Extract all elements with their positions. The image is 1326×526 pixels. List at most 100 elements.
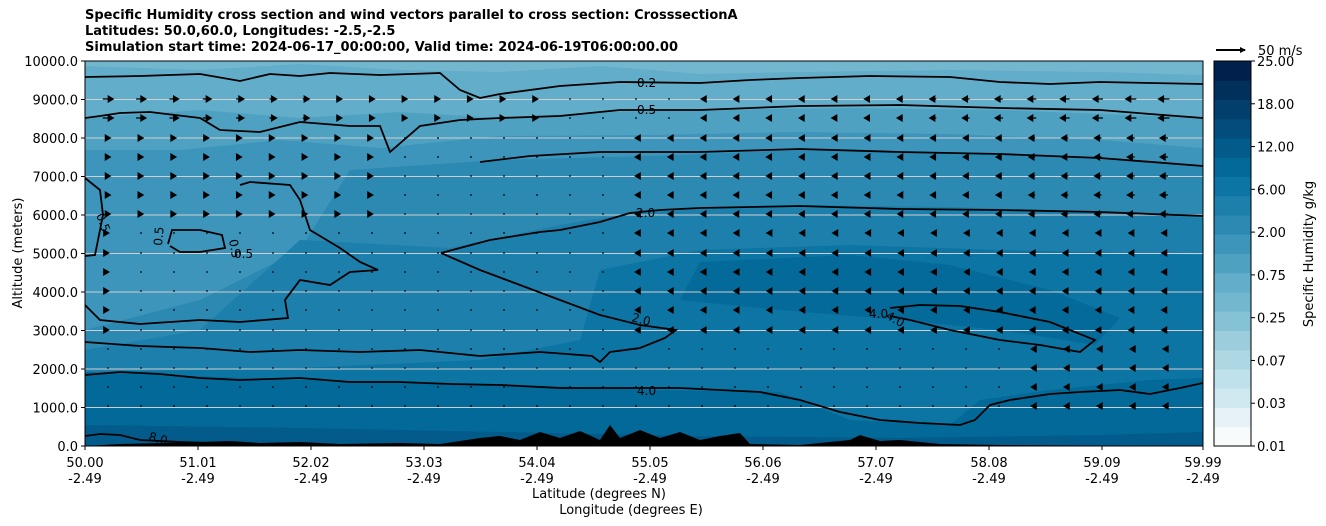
wind-vector: [499, 94, 507, 104]
wind-vector: [896, 171, 904, 181]
wind-vector: [107, 348, 109, 350]
wind-vector: [236, 94, 246, 104]
wind-vector: [602, 348, 604, 350]
wind-vector: [102, 113, 115, 123]
x-tick-label-lon: -2.49: [181, 472, 215, 487]
wind-vector: [930, 305, 937, 315]
wind-vector: [404, 329, 406, 331]
colorbar-segment: [1214, 292, 1251, 312]
wind-vector: [536, 194, 538, 196]
wind-vector: [272, 232, 274, 234]
wind-vector: [932, 367, 934, 369]
colorbar-ticks: 0.01 0.03 0.07 0.25 0.75 2.00 6.00 12.00 18.00 25…: [1251, 55, 1294, 455]
wind-vector: [864, 228, 872, 238]
wind-vector: [602, 309, 604, 311]
wind-vector: [268, 209, 276, 219]
wind-vector: [140, 252, 142, 254]
wind-vector: [536, 348, 538, 350]
colorbar-tick-label: 6.00: [1257, 183, 1286, 198]
wind-vector: [798, 305, 806, 315]
wind-vector: [897, 248, 905, 258]
wind-vector: [338, 232, 340, 234]
wind-vector: [929, 152, 937, 162]
wind-vector: [170, 171, 178, 181]
wind-vector: [338, 290, 340, 292]
wind-vector: [928, 94, 937, 104]
wind-vector: [699, 190, 707, 200]
contour-lines: [85, 72, 1203, 444]
wind-vector: [734, 348, 736, 350]
wind-vector: [830, 171, 838, 181]
wind-vector: [338, 405, 340, 407]
contour-label: 4.0: [637, 384, 656, 398]
wind-vector: [239, 329, 241, 331]
wind-vector: [831, 267, 839, 277]
x-tick-label-lon: -2.49: [972, 472, 1006, 487]
colorbar-tick-label: 0.25: [1257, 312, 1286, 327]
wind-vector: [1028, 267, 1036, 277]
wind-vector: [367, 171, 374, 181]
wind-vector: [536, 405, 538, 407]
wind-vector: [994, 190, 1002, 200]
wind-vector: [800, 367, 802, 369]
wind-vector: [1127, 286, 1135, 296]
wind-vector: [536, 213, 538, 215]
wind-vector: [466, 94, 474, 104]
x-tick-label-lon: -2.49: [68, 472, 102, 487]
wind-vector: [503, 367, 505, 369]
wind-vector: [998, 367, 1000, 369]
chart-title-line-2: Latitudes: 50.0,60.0, Longitudes: -2.5,-…: [85, 24, 396, 39]
wind-vector: [962, 190, 969, 200]
wind-vector: [503, 309, 505, 311]
wind-vector: [569, 348, 571, 350]
contour-label: 0.5: [637, 103, 656, 117]
wind-vector: [864, 267, 872, 277]
wind-vector: [765, 267, 773, 277]
wind-vector: [899, 405, 901, 407]
wind-vector: [302, 113, 311, 123]
wind-vector: [1059, 113, 1070, 123]
wind-vector: [305, 348, 307, 350]
wind-vector: [962, 133, 969, 143]
colorbar-tick-label: 0.07: [1257, 354, 1286, 369]
wind-vector: [866, 405, 868, 407]
wind-vector: [536, 156, 538, 158]
wind-vector: [602, 405, 604, 407]
wind-vector: [1063, 344, 1070, 354]
wind-vector: [765, 113, 773, 123]
wind-vector: [732, 305, 740, 315]
wind-vector: [235, 190, 243, 200]
wind-vector: [899, 386, 901, 388]
wind-vector: [732, 133, 740, 143]
wind-vector: [137, 133, 145, 143]
wind-vector: [634, 190, 641, 200]
wind-vector: [866, 367, 868, 369]
wind-vector: [437, 309, 439, 311]
wind-vector: [830, 190, 838, 200]
wind-vector: [503, 232, 505, 234]
wind-vector: [830, 152, 838, 162]
wind-vector: [203, 152, 210, 162]
wind-vector: [140, 405, 142, 407]
wind-vector: [798, 171, 805, 181]
x-tick-label-lon: -2.49: [859, 472, 893, 487]
wind-vector: [668, 98, 670, 100]
wind-vector: [666, 325, 674, 335]
wind-vector: [930, 267, 937, 277]
wind-vector: [338, 252, 340, 254]
wind-vector: [169, 94, 180, 104]
wind-vector: [732, 152, 740, 162]
wind-vector: [866, 348, 868, 350]
wind-vector: [404, 175, 406, 177]
wind-vector: [895, 113, 903, 123]
wind-vector: [404, 309, 406, 311]
wind-vector: [930, 228, 937, 238]
wind-vector: [206, 252, 208, 254]
wind-vector: [206, 290, 208, 292]
wind-vector: [1126, 190, 1135, 200]
x-tick-label-lat: 51.01: [179, 456, 216, 471]
wind-vector: [765, 190, 773, 200]
wind-vector: [666, 190, 674, 200]
wind-vector: [734, 367, 736, 369]
wind-vector: [569, 137, 571, 139]
